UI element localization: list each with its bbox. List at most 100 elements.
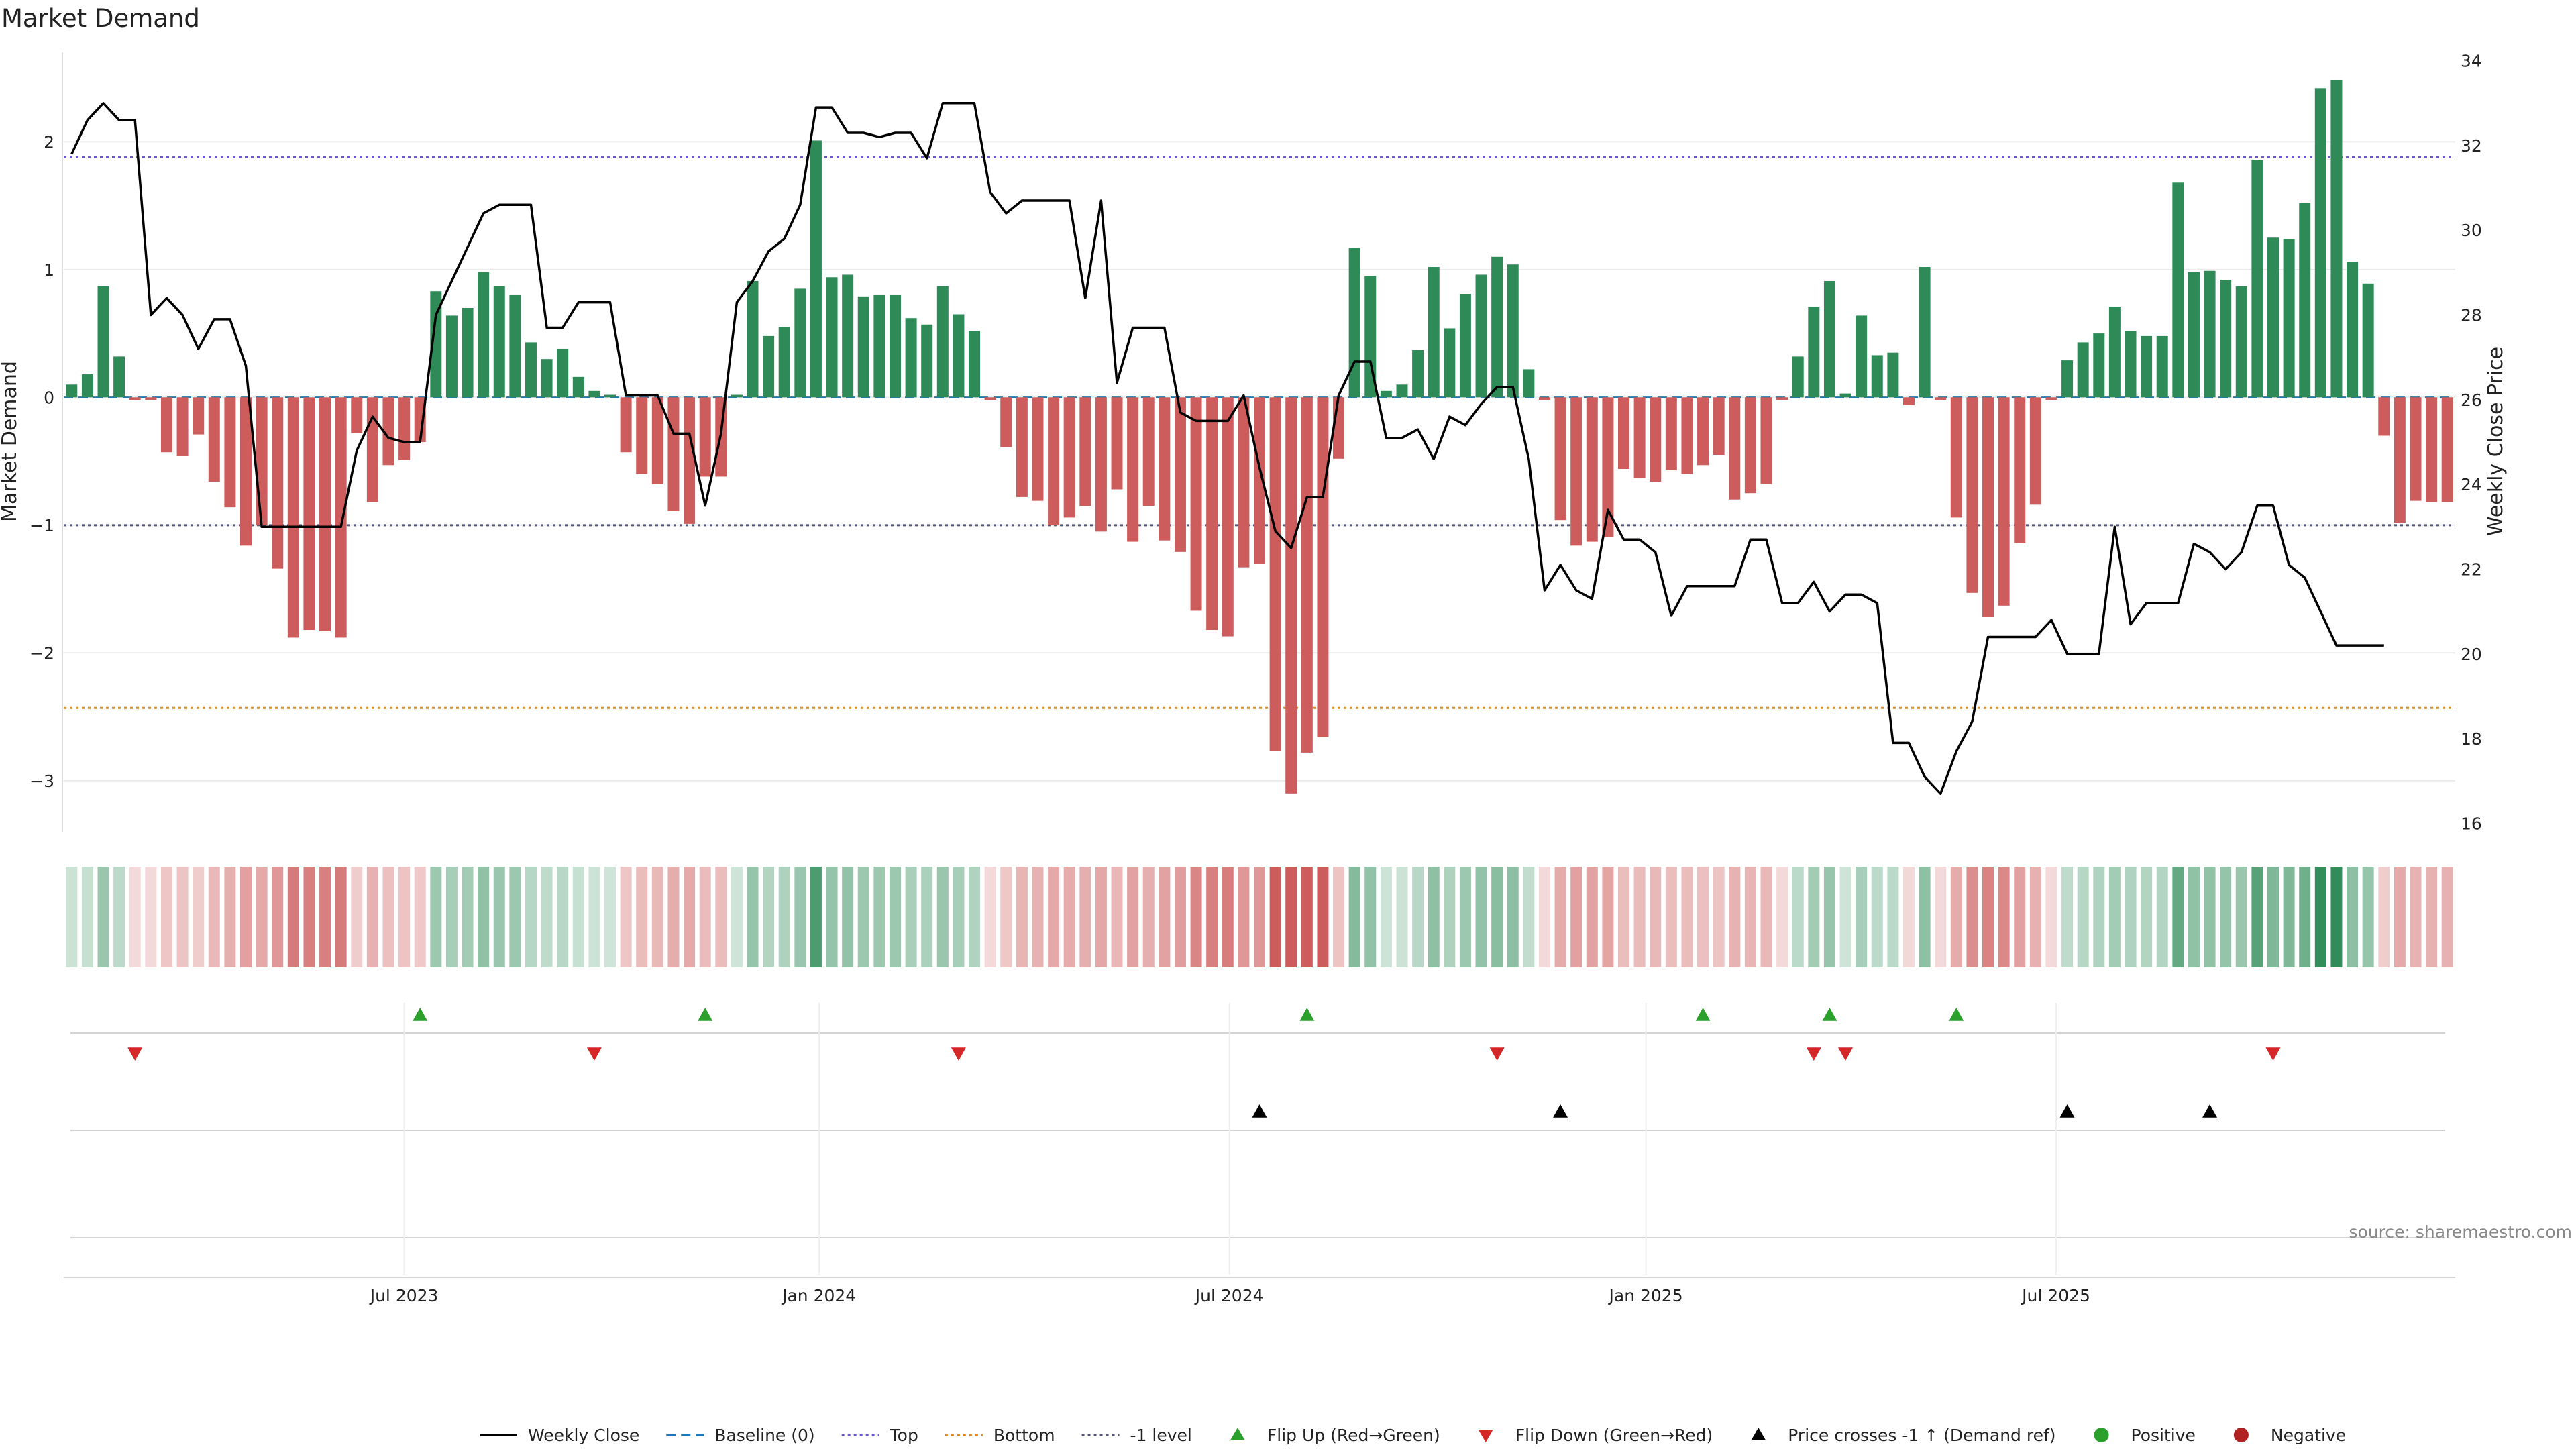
demand-bar-positive	[2220, 280, 2232, 398]
heat-cell	[873, 867, 885, 967]
demand-bar-negative	[1935, 397, 1947, 400]
demand-bar-negative	[1902, 397, 1915, 405]
demand-bar-negative	[1222, 397, 1234, 637]
y2-axis-label: Weekly Close Price	[2484, 347, 2508, 536]
heat-cell	[1586, 867, 1598, 967]
demand-bar-negative	[1729, 397, 1741, 500]
demand-bar-positive	[1919, 267, 1931, 398]
heat-cell	[1079, 867, 1091, 967]
heat-cell	[953, 867, 965, 967]
demand-bar-positive	[1808, 307, 1820, 398]
y-tick-label: 2	[44, 132, 54, 152]
demand-bar-negative	[2394, 397, 2406, 523]
heat-strip	[66, 867, 2453, 967]
heat-cell	[1554, 867, 1566, 967]
demand-bar-positive	[763, 335, 775, 398]
legend: Weekly Close Baseline (0) Top Bottom -1 leve…	[480, 1426, 2346, 1445]
demand-bar-positive	[2251, 160, 2263, 398]
heat-cell	[921, 867, 933, 967]
heat-cell	[699, 867, 711, 967]
heat-cell	[1887, 867, 1899, 967]
y-tick-label: −1	[30, 516, 54, 535]
flip-up-marker	[698, 1008, 713, 1021]
heat-cell	[303, 867, 315, 967]
demand-bar-positive	[1396, 384, 1408, 398]
heat-cell	[2426, 867, 2438, 967]
demand-bar-negative	[335, 397, 347, 638]
demand-bar-positive	[1428, 267, 1440, 398]
demand-bar-positive	[509, 294, 521, 398]
demand-bar-negative	[1998, 397, 2010, 606]
heat-cell	[1681, 867, 1693, 967]
heat-cell	[541, 867, 553, 967]
demand-bar-positive	[1444, 328, 1456, 398]
price-cross-marker	[2202, 1104, 2218, 1118]
demand-bar-positive	[97, 286, 109, 398]
heat-cell	[1538, 867, 1550, 967]
demand-bar-negative	[1586, 397, 1598, 542]
demand-bars	[66, 80, 2453, 794]
demand-bar-negative	[208, 397, 220, 482]
heat-cell	[1016, 867, 1028, 967]
heat-cell	[936, 867, 949, 967]
chart-title: Market Demand	[1, 4, 200, 33]
demand-bar-negative	[1966, 397, 1978, 593]
heat-cell	[1475, 867, 1487, 967]
demand-bar-positive	[1839, 393, 1851, 398]
heat-cell	[1159, 867, 1171, 967]
demand-bar-negative	[319, 397, 331, 631]
demand-bar-negative	[1982, 397, 1994, 617]
heat-cell	[1618, 867, 1630, 967]
legend-item: Flip Up (Red→Green)	[1230, 1426, 1440, 1445]
heat-cell	[1444, 867, 1456, 967]
demand-bar-negative	[1602, 397, 1614, 537]
heat-cell	[1301, 867, 1313, 967]
heat-cell	[1412, 867, 1424, 967]
demand-bar-negative	[1554, 397, 1566, 521]
y-axis-label: Market Demand	[0, 361, 21, 522]
legend-label: Top	[890, 1426, 918, 1445]
heat-cell	[97, 867, 109, 967]
demand-bar-positive	[1856, 315, 1868, 398]
heat-cell	[826, 867, 838, 967]
demand-bar-positive	[2188, 272, 2200, 398]
heat-cell	[1729, 867, 1741, 967]
y2-tick-label: 16	[2461, 814, 2482, 833]
heat-cell	[1459, 867, 1471, 967]
demand-bar-negative	[1681, 397, 1693, 474]
heat-cell	[1269, 867, 1281, 967]
heat-cell	[667, 867, 680, 967]
demand-bar-negative	[2410, 397, 2422, 501]
heat-cell	[1998, 867, 2010, 967]
heat-cell	[2314, 867, 2326, 967]
heat-cell	[557, 867, 569, 967]
demand-bar-positive	[2347, 262, 2359, 398]
demand-bar-positive	[81, 374, 93, 398]
heat-cell	[651, 867, 663, 967]
demand-bar-positive	[1348, 248, 1360, 398]
heat-cell	[2108, 867, 2121, 967]
heat-cell	[398, 867, 411, 967]
demand-bar-negative	[1713, 397, 1725, 455]
heat-cell	[905, 867, 917, 967]
heat-cell	[2045, 867, 2057, 967]
flip-down-marker	[1806, 1047, 1821, 1061]
heat-cell	[414, 867, 426, 967]
demand-bar-positive	[66, 384, 78, 398]
demand-bar-negative	[636, 397, 648, 474]
demand-bar-positive	[541, 359, 553, 398]
heat-cell	[2029, 867, 2041, 967]
heat-cell	[81, 867, 93, 967]
demand-bar-positive	[588, 390, 600, 398]
demand-bar-positive	[572, 376, 584, 398]
demand-bar-negative	[129, 397, 141, 400]
price-cross-marker	[1252, 1104, 1267, 1118]
heat-cell	[1665, 867, 1677, 967]
heat-cell	[778, 867, 790, 967]
heat-cell	[1000, 867, 1012, 967]
x-tick-label: Jan 2025	[1608, 1286, 1683, 1305]
demand-bar-negative	[351, 397, 363, 433]
heat-cell	[2235, 867, 2247, 967]
heat-cell	[1823, 867, 1835, 967]
